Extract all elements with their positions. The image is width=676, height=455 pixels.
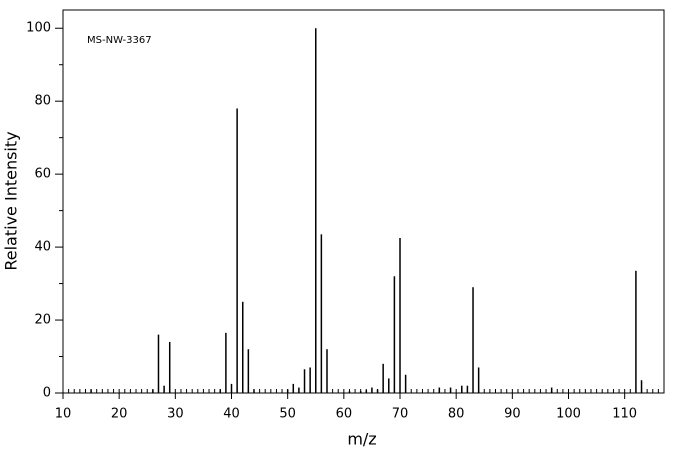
x-tick-label: 80 (448, 407, 465, 422)
y-tick-label: 100 (26, 21, 51, 36)
x-tick-label: 40 (223, 407, 240, 422)
y-axis-label: Relative Intensity (2, 131, 21, 270)
y-tick-label: 40 (34, 240, 51, 255)
y-tick-label: 0 (43, 386, 51, 401)
annotation: MS-NW-3367 (87, 35, 152, 46)
y-tick-label: 20 (34, 313, 51, 328)
x-tick-label: 90 (504, 407, 521, 422)
plot-frame (62, 9, 665, 394)
y-tick-label: 80 (34, 94, 51, 109)
x-tick-label: 70 (392, 407, 409, 422)
y-tick-label: 60 (34, 167, 51, 182)
x-tick-label: 50 (279, 407, 296, 422)
x-tick-label: 110 (612, 407, 637, 422)
x-tick-label: 30 (167, 407, 184, 422)
x-tick-label: 10 (55, 407, 72, 422)
x-tick-label: 60 (336, 407, 353, 422)
x-axis-label: m/z (347, 430, 376, 449)
x-tick-label: 100 (556, 407, 581, 422)
x-tick-label: 20 (111, 407, 128, 422)
